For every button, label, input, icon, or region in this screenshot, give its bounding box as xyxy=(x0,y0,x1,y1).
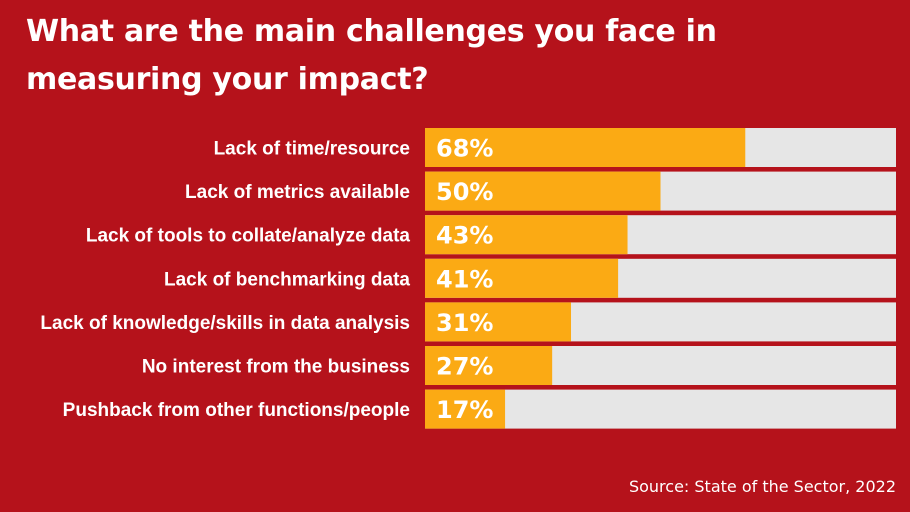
category-label: Lack of metrics available xyxy=(185,182,410,203)
bar xyxy=(425,258,619,298)
category-label: Lack of tools to collate/analyze data xyxy=(86,226,411,247)
bar xyxy=(425,171,661,211)
bar xyxy=(425,389,506,429)
bar xyxy=(425,346,553,385)
category-label: Pushback from other functions/people xyxy=(63,400,410,421)
chart-title: What are the main challenges you face in… xyxy=(26,14,717,97)
value-label: 50% xyxy=(436,178,493,206)
value-label: 17% xyxy=(436,396,493,424)
value-label: 43% xyxy=(436,222,493,250)
value-label: 68% xyxy=(436,135,493,163)
category-label: Lack of knowledge/skills in data analysi… xyxy=(40,313,410,334)
bar xyxy=(425,302,572,342)
value-label: 31% xyxy=(436,309,493,337)
source-note: Source: State of the Sector, 2022 xyxy=(628,477,896,496)
category-label: Lack of benchmarking data xyxy=(164,269,410,290)
category-label: No interest from the business xyxy=(142,357,410,378)
value-label: 41% xyxy=(436,265,493,293)
bar xyxy=(425,128,746,167)
category-label: Lack of time/resource xyxy=(214,139,410,160)
bar xyxy=(425,215,628,255)
value-label: 27% xyxy=(436,353,493,381)
